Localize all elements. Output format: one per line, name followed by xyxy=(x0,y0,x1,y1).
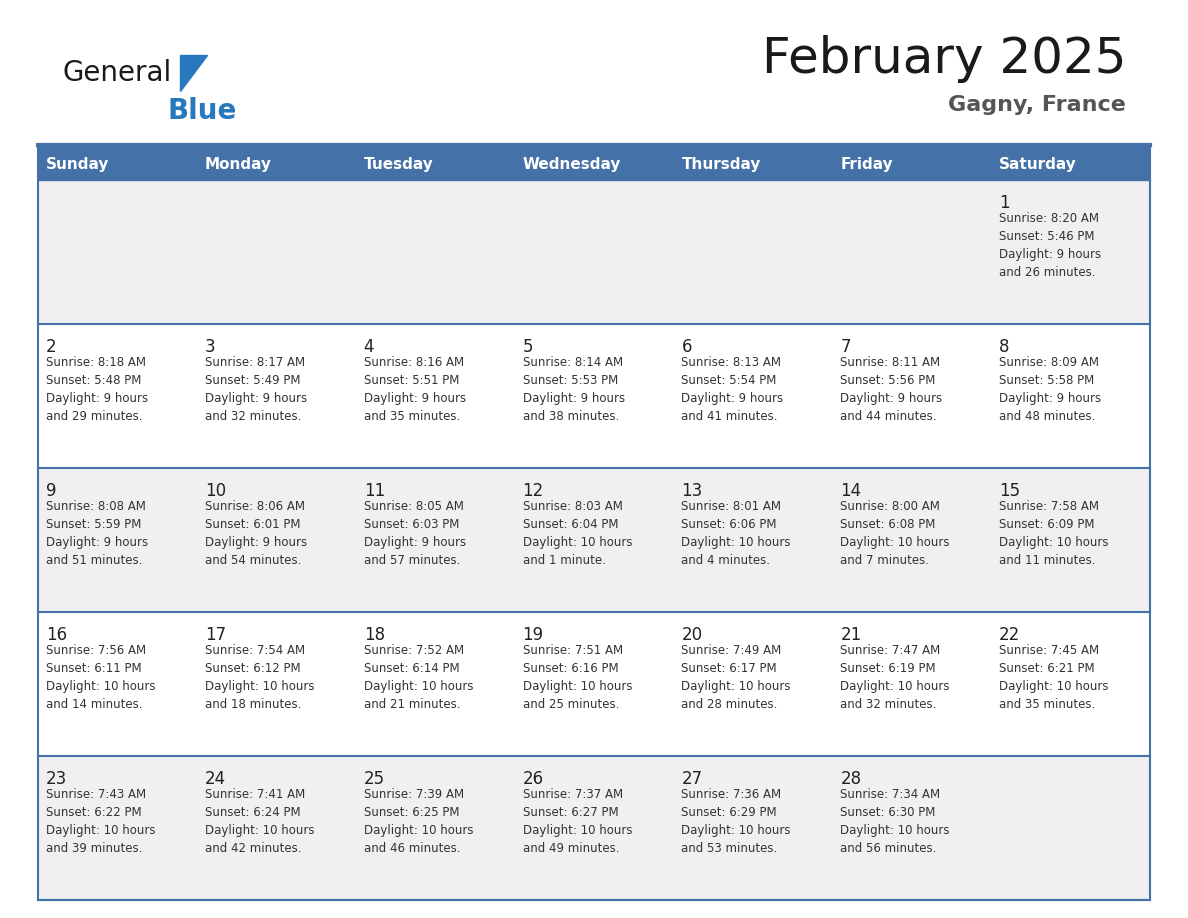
Text: Sunday: Sunday xyxy=(46,158,109,173)
Text: Sunrise: 8:06 AM
Sunset: 6:01 PM
Daylight: 9 hours
and 54 minutes.: Sunrise: 8:06 AM Sunset: 6:01 PM Dayligh… xyxy=(204,500,307,567)
Text: 4: 4 xyxy=(364,338,374,356)
Text: 3: 3 xyxy=(204,338,215,356)
Text: Saturday: Saturday xyxy=(999,158,1076,173)
Text: 23: 23 xyxy=(46,770,68,788)
Text: Wednesday: Wednesday xyxy=(523,158,621,173)
Text: 26: 26 xyxy=(523,770,544,788)
Text: Sunrise: 7:37 AM
Sunset: 6:27 PM
Daylight: 10 hours
and 49 minutes.: Sunrise: 7:37 AM Sunset: 6:27 PM Dayligh… xyxy=(523,788,632,855)
Text: 7: 7 xyxy=(840,338,851,356)
Text: Sunrise: 7:52 AM
Sunset: 6:14 PM
Daylight: 10 hours
and 21 minutes.: Sunrise: 7:52 AM Sunset: 6:14 PM Dayligh… xyxy=(364,644,473,711)
Text: Sunrise: 7:54 AM
Sunset: 6:12 PM
Daylight: 10 hours
and 18 minutes.: Sunrise: 7:54 AM Sunset: 6:12 PM Dayligh… xyxy=(204,644,315,711)
Text: Tuesday: Tuesday xyxy=(364,158,434,173)
Text: 18: 18 xyxy=(364,626,385,644)
Text: Sunrise: 8:08 AM
Sunset: 5:59 PM
Daylight: 9 hours
and 51 minutes.: Sunrise: 8:08 AM Sunset: 5:59 PM Dayligh… xyxy=(46,500,148,567)
Text: Sunrise: 7:45 AM
Sunset: 6:21 PM
Daylight: 10 hours
and 35 minutes.: Sunrise: 7:45 AM Sunset: 6:21 PM Dayligh… xyxy=(999,644,1108,711)
Text: 11: 11 xyxy=(364,482,385,500)
Text: Sunrise: 7:39 AM
Sunset: 6:25 PM
Daylight: 10 hours
and 46 minutes.: Sunrise: 7:39 AM Sunset: 6:25 PM Dayligh… xyxy=(364,788,473,855)
Text: Sunrise: 8:17 AM
Sunset: 5:49 PM
Daylight: 9 hours
and 32 minutes.: Sunrise: 8:17 AM Sunset: 5:49 PM Dayligh… xyxy=(204,356,307,423)
Text: 8: 8 xyxy=(999,338,1010,356)
Text: 20: 20 xyxy=(682,626,702,644)
Text: 25: 25 xyxy=(364,770,385,788)
Text: Sunrise: 7:47 AM
Sunset: 6:19 PM
Daylight: 10 hours
and 32 minutes.: Sunrise: 7:47 AM Sunset: 6:19 PM Dayligh… xyxy=(840,644,949,711)
Text: February 2025: February 2025 xyxy=(762,35,1126,83)
Text: Sunrise: 7:36 AM
Sunset: 6:29 PM
Daylight: 10 hours
and 53 minutes.: Sunrise: 7:36 AM Sunset: 6:29 PM Dayligh… xyxy=(682,788,791,855)
Text: 14: 14 xyxy=(840,482,861,500)
Text: 13: 13 xyxy=(682,482,702,500)
Bar xyxy=(38,756,1150,900)
Text: Sunrise: 7:34 AM
Sunset: 6:30 PM
Daylight: 10 hours
and 56 minutes.: Sunrise: 7:34 AM Sunset: 6:30 PM Dayligh… xyxy=(840,788,949,855)
Text: Blue: Blue xyxy=(168,97,236,125)
Text: 1: 1 xyxy=(999,194,1010,212)
Text: Sunrise: 8:09 AM
Sunset: 5:58 PM
Daylight: 9 hours
and 48 minutes.: Sunrise: 8:09 AM Sunset: 5:58 PM Dayligh… xyxy=(999,356,1101,423)
Bar xyxy=(674,148,833,180)
Text: 5: 5 xyxy=(523,338,533,356)
Text: 16: 16 xyxy=(46,626,68,644)
Text: Sunrise: 8:03 AM
Sunset: 6:04 PM
Daylight: 10 hours
and 1 minute.: Sunrise: 8:03 AM Sunset: 6:04 PM Dayligh… xyxy=(523,500,632,567)
Polygon shape xyxy=(181,55,207,91)
Text: 27: 27 xyxy=(682,770,702,788)
Text: Sunrise: 7:51 AM
Sunset: 6:16 PM
Daylight: 10 hours
and 25 minutes.: Sunrise: 7:51 AM Sunset: 6:16 PM Dayligh… xyxy=(523,644,632,711)
Bar xyxy=(38,148,197,180)
Bar xyxy=(833,148,991,180)
Text: Sunrise: 7:58 AM
Sunset: 6:09 PM
Daylight: 10 hours
and 11 minutes.: Sunrise: 7:58 AM Sunset: 6:09 PM Dayligh… xyxy=(999,500,1108,567)
Text: 9: 9 xyxy=(46,482,57,500)
Bar xyxy=(38,324,1150,468)
Text: 19: 19 xyxy=(523,626,544,644)
Text: Sunrise: 8:16 AM
Sunset: 5:51 PM
Daylight: 9 hours
and 35 minutes.: Sunrise: 8:16 AM Sunset: 5:51 PM Dayligh… xyxy=(364,356,466,423)
Text: Sunrise: 7:41 AM
Sunset: 6:24 PM
Daylight: 10 hours
and 42 minutes.: Sunrise: 7:41 AM Sunset: 6:24 PM Dayligh… xyxy=(204,788,315,855)
Text: Sunrise: 8:13 AM
Sunset: 5:54 PM
Daylight: 9 hours
and 41 minutes.: Sunrise: 8:13 AM Sunset: 5:54 PM Dayligh… xyxy=(682,356,784,423)
Text: Sunrise: 8:20 AM
Sunset: 5:46 PM
Daylight: 9 hours
and 26 minutes.: Sunrise: 8:20 AM Sunset: 5:46 PM Dayligh… xyxy=(999,212,1101,279)
Text: 17: 17 xyxy=(204,626,226,644)
Text: 6: 6 xyxy=(682,338,691,356)
Text: Sunrise: 8:18 AM
Sunset: 5:48 PM
Daylight: 9 hours
and 29 minutes.: Sunrise: 8:18 AM Sunset: 5:48 PM Dayligh… xyxy=(46,356,148,423)
Text: Monday: Monday xyxy=(204,158,272,173)
Text: Sunrise: 8:00 AM
Sunset: 6:08 PM
Daylight: 10 hours
and 7 minutes.: Sunrise: 8:00 AM Sunset: 6:08 PM Dayligh… xyxy=(840,500,949,567)
Text: Sunrise: 8:01 AM
Sunset: 6:06 PM
Daylight: 10 hours
and 4 minutes.: Sunrise: 8:01 AM Sunset: 6:06 PM Dayligh… xyxy=(682,500,791,567)
Text: 21: 21 xyxy=(840,626,861,644)
Bar xyxy=(514,148,674,180)
Text: 10: 10 xyxy=(204,482,226,500)
Text: 15: 15 xyxy=(999,482,1020,500)
Bar xyxy=(197,148,355,180)
Bar xyxy=(355,148,514,180)
Bar xyxy=(38,468,1150,612)
Text: Gagny, France: Gagny, France xyxy=(948,95,1126,115)
Text: General: General xyxy=(62,59,171,87)
Text: 2: 2 xyxy=(46,338,57,356)
Text: 12: 12 xyxy=(523,482,544,500)
Text: Sunrise: 8:11 AM
Sunset: 5:56 PM
Daylight: 9 hours
and 44 minutes.: Sunrise: 8:11 AM Sunset: 5:56 PM Dayligh… xyxy=(840,356,942,423)
Text: 22: 22 xyxy=(999,626,1020,644)
Text: 24: 24 xyxy=(204,770,226,788)
Bar xyxy=(38,612,1150,756)
Text: Sunrise: 7:49 AM
Sunset: 6:17 PM
Daylight: 10 hours
and 28 minutes.: Sunrise: 7:49 AM Sunset: 6:17 PM Dayligh… xyxy=(682,644,791,711)
Text: Sunrise: 8:05 AM
Sunset: 6:03 PM
Daylight: 9 hours
and 57 minutes.: Sunrise: 8:05 AM Sunset: 6:03 PM Dayligh… xyxy=(364,500,466,567)
Bar xyxy=(38,180,1150,324)
Text: Sunrise: 8:14 AM
Sunset: 5:53 PM
Daylight: 9 hours
and 38 minutes.: Sunrise: 8:14 AM Sunset: 5:53 PM Dayligh… xyxy=(523,356,625,423)
Text: Thursday: Thursday xyxy=(682,158,760,173)
Bar xyxy=(991,148,1150,180)
Text: Friday: Friday xyxy=(840,158,893,173)
Text: Sunrise: 7:43 AM
Sunset: 6:22 PM
Daylight: 10 hours
and 39 minutes.: Sunrise: 7:43 AM Sunset: 6:22 PM Dayligh… xyxy=(46,788,156,855)
Text: Sunrise: 7:56 AM
Sunset: 6:11 PM
Daylight: 10 hours
and 14 minutes.: Sunrise: 7:56 AM Sunset: 6:11 PM Dayligh… xyxy=(46,644,156,711)
Text: 28: 28 xyxy=(840,770,861,788)
